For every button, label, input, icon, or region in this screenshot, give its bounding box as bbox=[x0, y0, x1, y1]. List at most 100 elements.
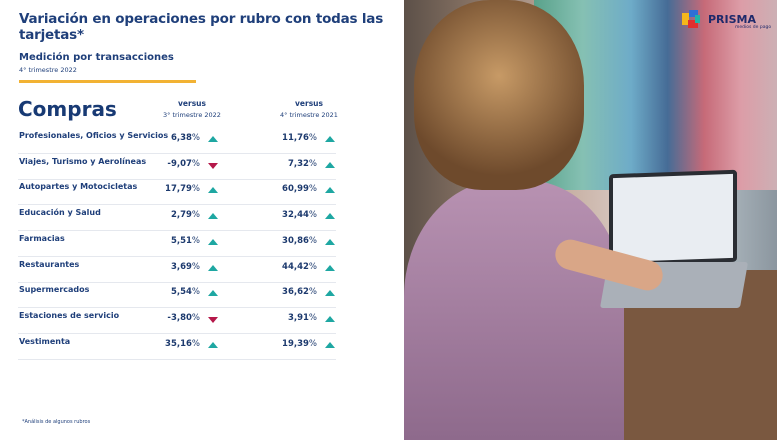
value-vs-prev-year: 11,76% bbox=[257, 133, 317, 143]
content-panel: Variación en operaciones por rubro con t… bbox=[18, 11, 384, 425]
value-vs-prev-year: 32,44% bbox=[257, 210, 317, 220]
value-number: 7,32 bbox=[287, 158, 309, 169]
period: 4° trimestre 2022 bbox=[19, 66, 77, 74]
column-header-label: versus bbox=[295, 99, 323, 108]
value-vs-prev-quarter: 5,51% bbox=[140, 236, 200, 246]
percent-sign: % bbox=[191, 287, 200, 298]
trend-down-icon bbox=[208, 316, 218, 323]
value-vs-prev-year: 7,32% bbox=[257, 159, 317, 169]
value-vs-prev-quarter: 35,16% bbox=[140, 339, 200, 349]
percent-sign: % bbox=[308, 287, 317, 298]
trend-up-icon bbox=[325, 264, 335, 271]
prisma-logo-icon bbox=[682, 10, 702, 28]
value-number: 17,79 bbox=[165, 184, 192, 195]
value-vs-prev-quarter: 3,69% bbox=[140, 262, 200, 272]
value-number: -9,07 bbox=[167, 158, 192, 169]
woman-hair bbox=[414, 0, 584, 190]
value-vs-prev-year: 60,99% bbox=[257, 184, 317, 194]
percent-sign: % bbox=[308, 184, 317, 195]
category-label: Estaciones de servicio bbox=[19, 310, 120, 320]
percent-sign: % bbox=[191, 184, 200, 195]
trend-up-icon bbox=[208, 238, 218, 245]
trend-up-icon bbox=[208, 187, 218, 194]
table-row: Farmacias 5,51% 30,86% bbox=[18, 231, 336, 257]
value-vs-prev-quarter: -3,80% bbox=[140, 313, 200, 323]
trend-up-icon bbox=[325, 341, 335, 348]
category-label: Restaurantes bbox=[19, 259, 80, 269]
category-label: Viajes, Turismo y Aerolíneas bbox=[19, 156, 147, 166]
percent-sign: % bbox=[191, 312, 200, 323]
percent-sign: % bbox=[191, 158, 200, 169]
table-row: Estaciones de servicio -3,80% 3,91% bbox=[18, 308, 336, 334]
percent-sign: % bbox=[191, 338, 200, 349]
column-header-2: versus 4° trimestre 2021 bbox=[259, 99, 359, 119]
value-number: 32,44 bbox=[282, 210, 309, 221]
table-row: Profesionales, Oficios y Servicios 6,38%… bbox=[18, 128, 336, 154]
value-number: 36,62 bbox=[282, 287, 309, 298]
trend-up-icon bbox=[208, 136, 218, 142]
column-header-period: 4° trimestre 2021 bbox=[280, 111, 338, 119]
prisma-logo: PRISMA medios de pago bbox=[682, 10, 771, 30]
table-row: Restaurantes 3,69% 44,42% bbox=[18, 257, 336, 283]
value-number: 6,38 bbox=[170, 133, 192, 143]
trend-up-icon bbox=[325, 290, 335, 297]
value-number: 60,99 bbox=[282, 184, 309, 195]
trend-up-icon bbox=[325, 187, 335, 194]
value-number: 11,76 bbox=[282, 133, 309, 143]
category-label: Profesionales, Oficios y Servicios bbox=[19, 131, 169, 140]
value-vs-prev-year: 44,42% bbox=[257, 262, 317, 272]
percent-sign: % bbox=[308, 312, 317, 323]
value-vs-prev-year: 36,62% bbox=[257, 287, 317, 297]
value-number: 44,42 bbox=[282, 261, 309, 272]
trend-up-icon bbox=[325, 161, 335, 168]
value-number: 3,91 bbox=[287, 312, 309, 323]
value-vs-prev-quarter: 5,54% bbox=[140, 287, 200, 297]
value-vs-prev-quarter: 6,38% bbox=[140, 133, 200, 143]
value-number: 35,16 bbox=[165, 338, 192, 349]
table-row: Educación y Salud 2,79% 32,44% bbox=[18, 205, 336, 232]
value-vs-prev-quarter: -9,07% bbox=[140, 159, 200, 169]
trend-up-icon bbox=[208, 290, 218, 297]
logo-tagline: medios de pago bbox=[735, 25, 772, 30]
logo-name: PRISMA bbox=[708, 12, 757, 26]
page-title: Variación en operaciones por rubro con t… bbox=[19, 11, 384, 43]
percent-sign: % bbox=[308, 133, 317, 143]
percent-sign: % bbox=[308, 158, 317, 169]
trend-up-icon bbox=[208, 213, 218, 220]
percent-sign: % bbox=[308, 261, 317, 272]
value-number: 19,39 bbox=[282, 338, 309, 349]
percent-sign: % bbox=[191, 235, 200, 246]
percent-sign: % bbox=[191, 261, 200, 272]
percent-sign: % bbox=[308, 338, 317, 349]
value-number: -3,80 bbox=[167, 312, 192, 323]
subtitle: Medición por transacciones bbox=[19, 52, 174, 63]
value-number: 5,54 bbox=[170, 287, 192, 298]
category-label: Farmacias bbox=[19, 233, 65, 243]
trend-up-icon bbox=[208, 341, 218, 348]
value-number: 5,51 bbox=[170, 235, 192, 246]
table-row: Autopartes y Motocicletas 17,79% 60,99% bbox=[18, 179, 336, 206]
footnote: *Análisis de algunos rubros bbox=[22, 419, 91, 425]
category-label: Supermercados bbox=[19, 285, 90, 295]
percent-sign: % bbox=[191, 133, 200, 143]
category-label: Educación y Salud bbox=[19, 208, 101, 218]
value-number: 2,79 bbox=[170, 210, 192, 221]
woman-figure bbox=[404, 180, 624, 440]
table-row: Supermercados 5,54% 36,62% bbox=[18, 282, 336, 309]
value-number: 3,69 bbox=[170, 261, 192, 272]
percent-sign: % bbox=[308, 235, 317, 246]
value-vs-prev-quarter: 17,79% bbox=[140, 184, 200, 194]
column-header-1: versus 3° trimestre 2022 bbox=[142, 99, 242, 119]
category-label: Vestimenta bbox=[19, 336, 71, 346]
laptop-screen bbox=[609, 169, 737, 267]
column-header-period: 3° trimestre 2022 bbox=[163, 111, 221, 119]
trend-up-icon bbox=[325, 238, 335, 245]
table-row: Vestimenta 35,16% 19,39% bbox=[18, 334, 336, 360]
hero-photo: PRISMA medios de pago bbox=[404, 0, 777, 440]
category-label: Autopartes y Motocicletas bbox=[19, 182, 138, 192]
trend-up-icon bbox=[325, 315, 335, 322]
trend-up-icon bbox=[325, 213, 335, 220]
section-title: Compras bbox=[18, 97, 117, 121]
accent-divider bbox=[19, 80, 196, 83]
value-vs-prev-quarter: 2,79% bbox=[140, 210, 200, 220]
